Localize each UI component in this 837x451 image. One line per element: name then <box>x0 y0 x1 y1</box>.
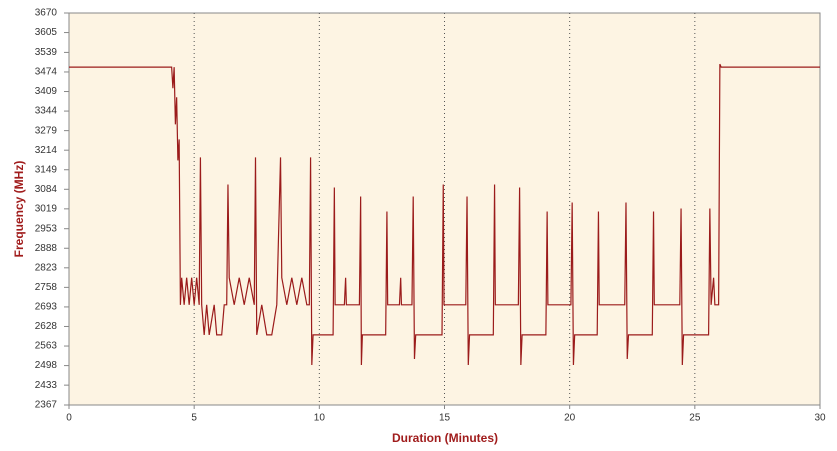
y-axis-title: Frequency (MHz) <box>12 161 26 258</box>
x-tick-label: 15 <box>439 413 451 424</box>
y-tick-label: 3670 <box>35 8 58 19</box>
y-tick-label: 2433 <box>35 380 58 391</box>
x-tick-label: 20 <box>564 413 576 424</box>
y-tick-label: 3409 <box>35 86 58 97</box>
y-tick-label: 2563 <box>35 341 58 352</box>
x-tick-label: 25 <box>689 413 701 424</box>
data-line <box>69 63 820 366</box>
y-tick-label: 3474 <box>35 67 58 78</box>
x-tick-label: 30 <box>814 413 826 424</box>
y-tick-label: 2953 <box>35 223 58 234</box>
y-tick-label: 2498 <box>35 360 58 371</box>
y-tick-label: 2823 <box>35 262 58 273</box>
y-tick-label: 2628 <box>35 321 58 332</box>
y-tick-label: 3539 <box>35 47 58 58</box>
x-axis-title: Duration (Minutes) <box>392 431 498 445</box>
x-tick-label: 0 <box>66 413 72 424</box>
y-tick-label: 3214 <box>35 145 58 156</box>
y-tick-label: 2693 <box>35 302 58 313</box>
x-tick-label: 5 <box>191 413 197 424</box>
x-tick-label: 10 <box>314 413 326 424</box>
y-tick-label: 2758 <box>35 282 58 293</box>
y-tick-label: 3344 <box>35 106 58 117</box>
y-tick-label: 3149 <box>35 164 58 175</box>
y-tick-label: 2888 <box>35 243 58 254</box>
y-tick-label: 3084 <box>35 184 58 195</box>
y-tick-label: 2367 <box>35 400 58 411</box>
y-tick-label: 3279 <box>35 125 58 136</box>
y-tick-label: 3019 <box>35 203 58 214</box>
y-tick-label: 3605 <box>35 27 58 38</box>
